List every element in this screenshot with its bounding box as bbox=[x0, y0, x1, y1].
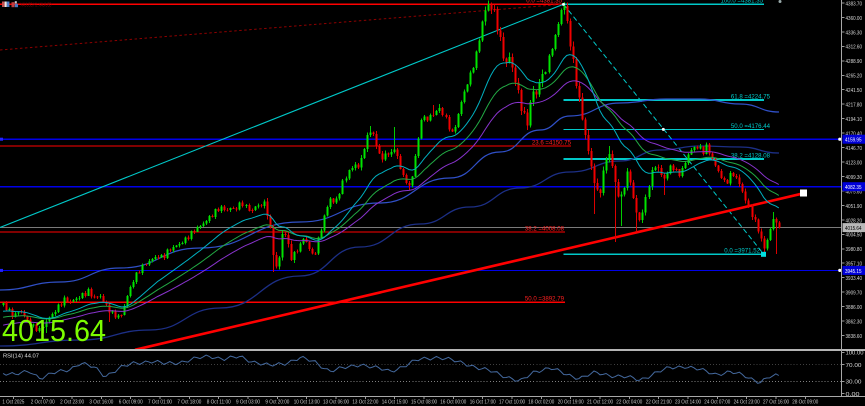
svg-text:RSI(14) 44.07: RSI(14) 44.07 bbox=[3, 354, 39, 360]
svg-text:4265.20: 4265.20 bbox=[846, 74, 863, 80]
svg-text:4336.30: 4336.30 bbox=[846, 30, 863, 36]
svg-text:XAUUSD,H1: XAU/USD: XAUUSD,H1: XAU/USD bbox=[21, 3, 52, 9]
svg-text:7 Oct 18:00: 7 Oct 18:00 bbox=[177, 399, 201, 405]
svg-text:17 Oct 10:00: 17 Oct 10:00 bbox=[499, 399, 525, 405]
svg-text:7 Oct 01:00: 7 Oct 01:00 bbox=[148, 399, 172, 405]
svg-text:8 Oct 11:00: 8 Oct 11:00 bbox=[207, 399, 231, 405]
svg-text:4015.64: 4015.64 bbox=[845, 226, 862, 232]
svg-text:4170.40: 4170.40 bbox=[846, 132, 863, 138]
svg-text:27 Oct 16:00: 27 Oct 16:00 bbox=[763, 399, 789, 405]
svg-text:4082.35: 4082.35 bbox=[845, 185, 862, 191]
svg-text:4051.90: 4051.90 bbox=[846, 204, 863, 210]
svg-text:2 Oct 23:00: 2 Oct 23:00 bbox=[60, 399, 84, 405]
svg-text:20 Oct 19:00: 20 Oct 19:00 bbox=[558, 399, 584, 405]
svg-text:38.2 =4008.08: 38.2 =4008.08 bbox=[525, 226, 565, 233]
svg-text:50.0 =3892.79: 50.0 =3892.79 bbox=[525, 296, 565, 303]
svg-text:4099.30: 4099.30 bbox=[846, 175, 863, 181]
svg-text:0.0 =3971.52: 0.0 =3971.52 bbox=[724, 248, 760, 255]
svg-text:4288.90: 4288.90 bbox=[846, 59, 863, 65]
svg-text:15 Oct 08:00: 15 Oct 08:00 bbox=[411, 399, 437, 405]
svg-text:70.00: 70.00 bbox=[846, 363, 863, 369]
svg-text:3838.60: 3838.60 bbox=[846, 334, 863, 340]
svg-text:50.0 =4176.44: 50.0 =4176.44 bbox=[731, 123, 771, 130]
svg-text:0.00: 0.00 bbox=[846, 392, 861, 398]
svg-text:100.00: 100.00 bbox=[846, 351, 865, 357]
svg-text:21 Oct 12:00: 21 Oct 12:00 bbox=[587, 399, 613, 405]
svg-text:13 Oct 22:00: 13 Oct 22:00 bbox=[352, 399, 378, 405]
svg-text:3909.70: 3909.70 bbox=[846, 291, 863, 297]
svg-text:4075.60: 4075.60 bbox=[846, 189, 863, 195]
svg-text:16 Oct 00:00: 16 Oct 00:00 bbox=[440, 399, 466, 405]
svg-text:22 Oct 04:00: 22 Oct 04:00 bbox=[616, 399, 642, 405]
svg-text:2 Oct 07:00: 2 Oct 07:00 bbox=[31, 399, 55, 405]
svg-text:4217.80: 4217.80 bbox=[846, 103, 863, 109]
svg-text:4123.00: 4123.00 bbox=[846, 160, 863, 166]
svg-text:4360.00: 4360.00 bbox=[846, 16, 863, 22]
svg-text:6 Oct 09:00: 6 Oct 09:00 bbox=[119, 399, 143, 405]
svg-text:3862.30: 3862.30 bbox=[846, 320, 863, 326]
svg-text:9 Oct 03:00: 9 Oct 03:00 bbox=[236, 399, 260, 405]
svg-text:3980.80: 3980.80 bbox=[846, 247, 863, 253]
svg-text:1 Oct 2025: 1 Oct 2025 bbox=[2, 399, 24, 405]
svg-text:0.0 =4381.35: 0.0 =4381.35 bbox=[526, 0, 562, 5]
svg-text:14 Oct 15:00: 14 Oct 15:00 bbox=[382, 399, 408, 405]
svg-text:4015.64: 4015.64 bbox=[2, 314, 106, 348]
svg-text:4159.95: 4159.95 bbox=[845, 138, 862, 144]
svg-text:9 Oct 20:00: 9 Oct 20:00 bbox=[265, 399, 289, 405]
svg-text:24 Oct 07:00: 24 Oct 07:00 bbox=[704, 399, 730, 405]
svg-text:4194.10: 4194.10 bbox=[846, 117, 863, 123]
svg-text:18 Oct 02:00: 18 Oct 02:00 bbox=[528, 399, 554, 405]
svg-text:100.0 =4381.35: 100.0 =4381.35 bbox=[720, 0, 763, 5]
svg-text:4312.60: 4312.60 bbox=[846, 45, 863, 51]
svg-text:24 Oct 23:00: 24 Oct 23:00 bbox=[734, 399, 760, 405]
svg-text:3933.40: 3933.40 bbox=[846, 276, 863, 282]
svg-text:13 Oct 06:00: 13 Oct 06:00 bbox=[323, 399, 349, 405]
svg-text:28 Oct 09:00: 28 Oct 09:00 bbox=[792, 399, 818, 405]
svg-text:3945.15: 3945.15 bbox=[845, 269, 862, 275]
svg-text:4383.70: 4383.70 bbox=[846, 1, 863, 7]
svg-text:23.6 =4150.75: 23.6 =4150.75 bbox=[532, 140, 572, 147]
svg-text:3886.00: 3886.00 bbox=[846, 305, 863, 311]
svg-text:3957.10: 3957.10 bbox=[846, 262, 863, 268]
svg-text:4028.20: 4028.20 bbox=[846, 218, 863, 224]
svg-text:4146.70: 4146.70 bbox=[846, 146, 863, 152]
svg-text:30.00: 30.00 bbox=[846, 380, 863, 386]
svg-text:4004.50: 4004.50 bbox=[846, 233, 863, 239]
svg-text:38.2 =4128.08: 38.2 =4128.08 bbox=[731, 152, 771, 159]
svg-text:3 Oct 16:00: 3 Oct 16:00 bbox=[89, 399, 113, 405]
svg-text:23 Oct 14:00: 23 Oct 14:00 bbox=[675, 399, 701, 405]
svg-text:4241.50: 4241.50 bbox=[846, 88, 863, 94]
svg-text:22 Oct 21:00: 22 Oct 21:00 bbox=[646, 399, 672, 405]
svg-text:61.8 =4224.75: 61.8 =4224.75 bbox=[731, 93, 771, 100]
svg-text:16 Oct 17:00: 16 Oct 17:00 bbox=[470, 399, 496, 405]
svg-text:10 Oct 13:00: 10 Oct 13:00 bbox=[294, 399, 320, 405]
